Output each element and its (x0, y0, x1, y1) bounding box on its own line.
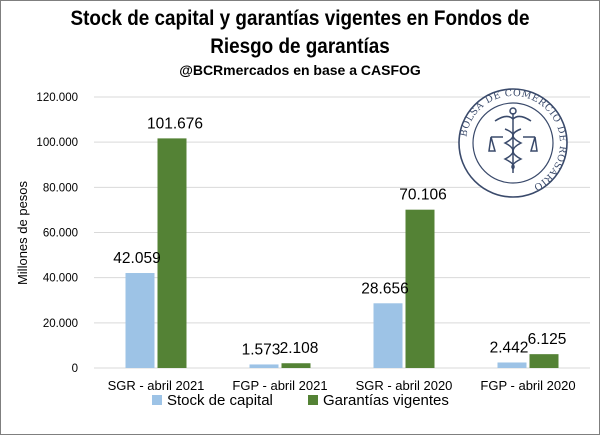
x-category-label: FGP - abril 2020 (480, 378, 575, 393)
legend-label: Stock de capital (167, 392, 273, 409)
bar-garantias-vigentes (529, 354, 559, 368)
bar-stock-de-capital (249, 364, 279, 368)
data-label: 2.108 (280, 340, 319, 357)
y-tick-label: 40.000 (43, 273, 78, 285)
caduceus-icon (488, 107, 538, 173)
legend-swatch (308, 395, 318, 405)
bar-garantias-vigentes (157, 138, 187, 368)
bcr-seal-logo: BOLSA DE COMERCIO DE ROSARIO (458, 88, 568, 198)
data-label: 6.125 (528, 331, 567, 348)
x-category-label: SGR - abril 2020 (356, 378, 453, 393)
x-category-label: FGP - abril 2021 (232, 378, 327, 393)
data-label: 2.442 (490, 339, 529, 356)
bar-stock-de-capital (125, 273, 155, 368)
legend: Stock de capital Garantías vigentes (152, 392, 449, 409)
chart-title-line2: Riesgo de garantías (210, 35, 390, 58)
chart-title-line1: Stock de capital y garantías vigentes en… (70, 7, 530, 30)
y-axis-label: Millones de pesos (15, 180, 30, 285)
legend-label: Garantías vigentes (323, 392, 449, 409)
x-axis-categories: SGR - abril 2021 FGP - abril 2021 SGR - ab… (108, 378, 576, 393)
bar-garantias-vigentes (405, 209, 435, 368)
data-labels: 42.059 101.676 1.573 2.108 28.656 70.106 2.442… (113, 115, 566, 358)
y-tick-label: 100.000 (36, 137, 78, 149)
y-tick-label: 80.000 (43, 182, 78, 194)
x-category-label: SGR - abril 2021 (108, 378, 205, 393)
y-tick-label: 20.000 (43, 318, 78, 330)
data-label: 42.059 (113, 250, 160, 267)
data-label: 70.106 (399, 187, 446, 204)
y-tick-label: 0 (72, 363, 78, 375)
bars (125, 138, 559, 368)
bar-garantias-vigentes (281, 363, 311, 368)
data-label: 101.676 (147, 115, 203, 132)
chart-subtitle: @BCRmercados en base a CASFOG (179, 62, 421, 78)
bar-stock-de-capital (373, 303, 403, 368)
data-label: 1.573 (242, 341, 281, 358)
y-tick-label: 120.000 (36, 92, 78, 104)
y-axis-ticks: 0 20.000 40.000 60.000 80.000 100.000 120.000 (36, 92, 78, 375)
legend-swatch (152, 395, 162, 405)
data-label: 28.656 (361, 280, 408, 297)
y-tick-label: 60.000 (43, 228, 78, 240)
bar-stock-de-capital (497, 362, 527, 368)
